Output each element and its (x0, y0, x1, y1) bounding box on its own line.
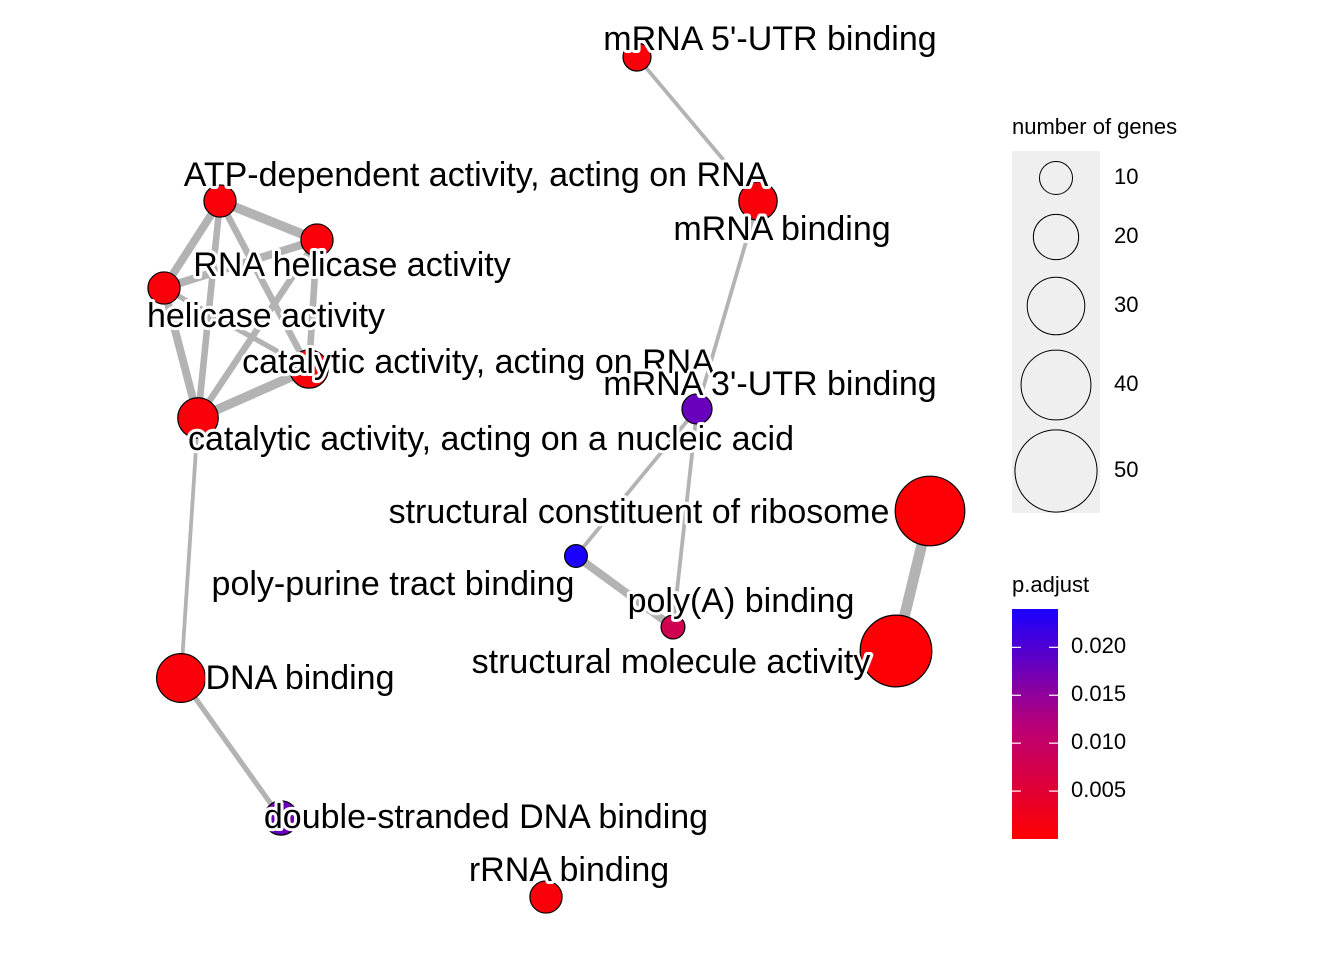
node-polypurine (563, 543, 588, 568)
node-helicase (147, 271, 181, 305)
size-legend-label-40: 40 (1114, 371, 1138, 396)
node-label-ribosome: structural constituent of ribosome (389, 493, 890, 531)
node-atpdep (203, 184, 237, 218)
edge-mrnabind-mrna3utr (695, 200, 760, 410)
node-polya (660, 614, 686, 640)
edge-mrna3utr-polypurine (574, 407, 699, 558)
edge-helicase-catrna (162, 285, 311, 372)
edge-helicase-catna (160, 286, 202, 420)
node-dnabind (156, 652, 207, 703)
node-label-structmol: structural molecule activity (472, 643, 871, 681)
node-label-polypurine: poly-purine tract binding (212, 565, 575, 603)
color-legend: p.adjust 0.020 0.015 0.010 0.005 (1012, 572, 1126, 839)
size-legend-label-50: 50 (1114, 457, 1138, 482)
color-legend-bar (1012, 609, 1058, 839)
size-legend-title: number of genes (1012, 114, 1177, 139)
edge-atpdep-rnahel (218, 196, 319, 245)
node-label-mrna3utr: mRNA 3'-UTR binding (603, 365, 936, 403)
size-legend-label-10: 10 (1114, 164, 1138, 189)
edge-rnahel-catna (195, 238, 320, 420)
size-legend-label-20: 20 (1114, 223, 1138, 248)
edge-mrna3utr-polya (671, 408, 699, 628)
node-label-mrna5utr: mRNA 5'-UTR binding (603, 20, 936, 58)
size-legend: number of genes 10 20 30 40 50 (1012, 114, 1177, 513)
edge-atpdep-helicase (160, 198, 224, 291)
node-label-dnabind: DNA binding (205, 659, 394, 697)
edge-rnahel-catrna (305, 239, 321, 370)
edge-mrna5utr-mrnabind (635, 55, 760, 203)
edge-polypurine-polya (573, 552, 676, 631)
node-label-rnahel: RNA helicase activity (193, 246, 510, 284)
size-legend-label-30: 30 (1114, 292, 1138, 317)
edge-dnabind-dsdna (178, 676, 284, 820)
network-labels: mRNA 5'-UTR binding mRNA binding ATP-depen… (144, 17, 940, 892)
size-legend-circle-40 (1020, 349, 1092, 421)
size-legend-circle-50 (1014, 429, 1098, 513)
node-catrna (289, 349, 329, 389)
node-label-dsdna: double-stranded DNA binding (264, 798, 708, 836)
edge-catna-dnabind (179, 417, 200, 679)
color-legend-label-0.015: 0.015 (1071, 681, 1126, 706)
node-label-mrnabind: mRNA binding (673, 210, 890, 248)
node-label-polya: poly(A) binding (628, 582, 855, 620)
node-label-atpdep: ATP-dependent activity, acting on RNA (184, 156, 769, 194)
node-catna (177, 397, 219, 439)
node-structmol (859, 614, 933, 688)
color-legend-label-0.020: 0.020 (1071, 633, 1126, 658)
node-label-catrna: catalytic activity, acting on RNA (242, 343, 714, 381)
node-rnahel (300, 223, 334, 257)
node-mrnabind (738, 181, 778, 221)
size-legend-circle-20 (1032, 213, 1080, 261)
node-mrna3utr (681, 393, 713, 425)
node-label-catna: catalytic activity, acting on a nucleic … (188, 420, 794, 458)
color-legend-title: p.adjust (1012, 572, 1089, 597)
edge-atpdep-catna (194, 200, 224, 419)
size-legend-circle-30 (1026, 276, 1086, 336)
network-nodes (147, 42, 966, 914)
edge-atpdep-catrna (217, 199, 312, 371)
color-legend-label-0.005: 0.005 (1071, 777, 1126, 802)
node-mrna5utr (622, 42, 652, 72)
node-label-rrna: rRNA binding (469, 851, 669, 889)
node-label-helicase: helicase activity (147, 297, 385, 335)
color-legend-label-0.010: 0.010 (1071, 729, 1126, 754)
size-legend-circle-10 (1038, 160, 1074, 196)
node-dsdna (263, 800, 299, 836)
edge-rnahel-helicase (162, 236, 319, 292)
node-rrna (529, 880, 563, 914)
node-ribosome (894, 475, 966, 547)
